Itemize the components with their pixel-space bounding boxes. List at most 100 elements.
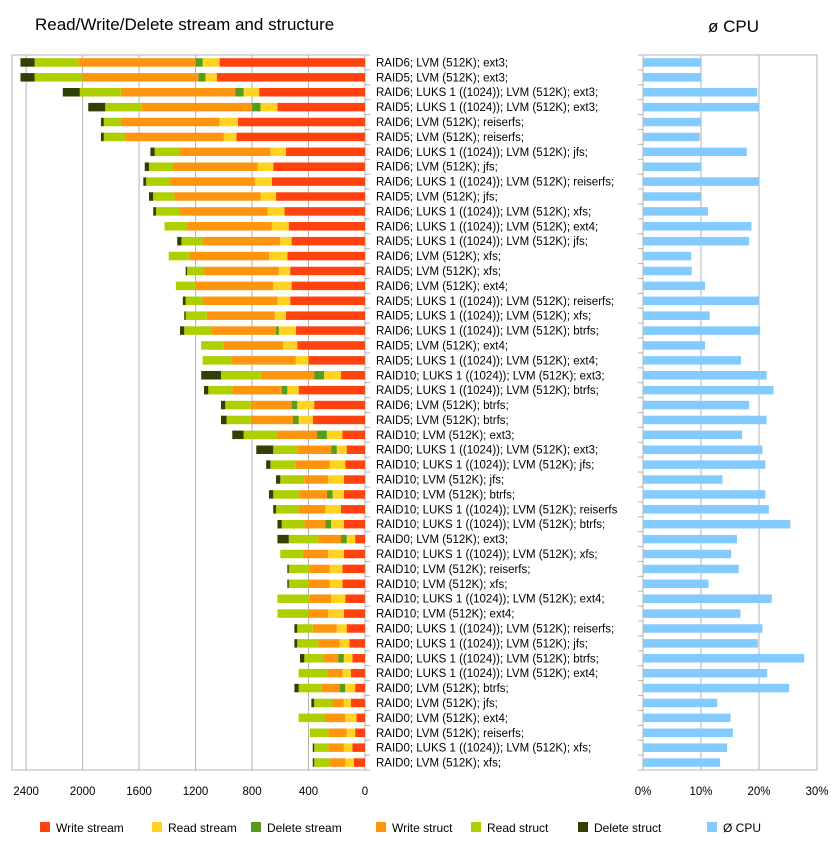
category-label: RAID0; LVM (512K); ext3; bbox=[376, 534, 508, 546]
cpu-bar bbox=[643, 728, 733, 738]
bar-read-struct bbox=[270, 460, 296, 469]
cpu-bar bbox=[643, 177, 759, 186]
bar-write-struct bbox=[318, 534, 341, 544]
bar-write-stream bbox=[291, 236, 365, 246]
bar-read-stream bbox=[274, 311, 286, 320]
bar-read-struct bbox=[280, 475, 305, 484]
bar-write-stream bbox=[343, 519, 365, 529]
category-label: RAID6; LUKS 1 ((1024)); LVM (512K); jfs; bbox=[376, 147, 588, 159]
bar-write-stream bbox=[343, 549, 365, 559]
bar-read-stream bbox=[336, 624, 347, 633]
cpu-bar bbox=[643, 266, 692, 276]
cpu-bar bbox=[643, 296, 759, 306]
bar-read-stream bbox=[260, 102, 278, 112]
right-x-ticks: 0% 10% 20% 30% bbox=[635, 786, 829, 798]
category-label: RAID10; LUKS 1 ((1024)); LVM (512K); ext… bbox=[376, 594, 605, 606]
bar-read-struct bbox=[184, 326, 212, 335]
bar-read-stream bbox=[339, 639, 350, 648]
category-label: RAID6; LUKS 1 ((1024)); LVM (512K); reis… bbox=[376, 177, 614, 189]
bar-read-struct bbox=[281, 519, 305, 529]
cpu-bar bbox=[643, 58, 701, 67]
bar-read-stream bbox=[283, 341, 298, 350]
legend-swatch bbox=[152, 822, 162, 832]
bar-write-struct bbox=[211, 326, 277, 335]
bar-write-stream bbox=[352, 743, 365, 752]
cpu-bar bbox=[643, 311, 710, 320]
bar-read-struct bbox=[175, 281, 196, 291]
bar-write-stream bbox=[290, 296, 365, 306]
bar-write-stream bbox=[308, 356, 365, 365]
bar-read-stream bbox=[278, 326, 296, 335]
category-label: RAID6; LVM (512K); xfs; bbox=[376, 251, 501, 263]
bar-read-struct bbox=[201, 341, 224, 350]
category-label: RAID10; LUKS 1 ((1024)); LVM (512K); jfs… bbox=[376, 460, 594, 472]
bar-read-struct bbox=[226, 415, 251, 425]
bar-read-stream bbox=[346, 728, 356, 738]
legend-label: Read stream bbox=[168, 821, 237, 835]
bar-write-struct bbox=[321, 683, 340, 693]
bar-write-struct bbox=[82, 73, 199, 82]
cpu-bar bbox=[643, 415, 767, 425]
right-x-tick-label: 0% bbox=[635, 786, 652, 798]
category-label: RAID10; LUKS 1 ((1024)); LVM (512K); xfs… bbox=[376, 549, 598, 561]
bar-delete-struct bbox=[88, 102, 106, 112]
left-x-tick-label: 400 bbox=[299, 786, 318, 798]
bar-write-struct bbox=[318, 639, 340, 648]
bar-write-stream bbox=[284, 207, 365, 216]
bar-read-stream bbox=[219, 117, 238, 127]
bar-read-stream bbox=[325, 505, 341, 514]
legend-swatch bbox=[471, 822, 481, 832]
bar-read-stream bbox=[329, 460, 346, 469]
bar-read-struct bbox=[185, 311, 207, 320]
bar-write-stream bbox=[291, 281, 365, 291]
legend-label: Delete stream bbox=[267, 821, 342, 835]
bar-write-stream bbox=[353, 758, 365, 767]
bar-write-stream bbox=[273, 162, 365, 171]
cpu-bar bbox=[643, 162, 701, 171]
bar-read-stream bbox=[345, 758, 354, 767]
category-label: RAID10; LVM (512K); ext4; bbox=[376, 609, 514, 621]
bar-delete-struct bbox=[312, 743, 315, 752]
left-x-tick-label: 2000 bbox=[70, 786, 96, 798]
cpu-bar bbox=[643, 549, 732, 559]
bar-delete-struct bbox=[256, 445, 274, 454]
cpu-bars bbox=[643, 58, 805, 767]
bar-delete-struct bbox=[220, 400, 226, 410]
bar-read-struct bbox=[153, 192, 175, 201]
category-label: RAID10; LVM (512K); reiserfs; bbox=[376, 564, 530, 576]
cpu-bar bbox=[643, 534, 737, 544]
cpu-bar bbox=[643, 207, 708, 216]
cpu-bar bbox=[643, 668, 768, 678]
cpu-bar bbox=[643, 356, 742, 365]
bar-delete-struct bbox=[177, 236, 182, 246]
bar-read-stream bbox=[331, 519, 344, 529]
category-label: RAID10; LVM (512K); jfs; bbox=[376, 475, 504, 487]
bar-delete-stream bbox=[325, 519, 332, 529]
bar-write-struct bbox=[295, 460, 330, 469]
cpu-bar bbox=[643, 73, 701, 82]
bar-write-stream bbox=[343, 490, 365, 499]
left-x-tick-label: 1200 bbox=[183, 786, 209, 798]
bar-delete-struct bbox=[273, 505, 277, 514]
bar-delete-struct bbox=[180, 326, 185, 335]
cpu-bar bbox=[643, 460, 766, 469]
bar-write-stream bbox=[355, 728, 365, 738]
bar-delete-stream bbox=[314, 371, 325, 380]
right-chart-title: ø CPU bbox=[708, 17, 759, 36]
bar-delete-struct bbox=[277, 534, 289, 544]
bar-write-struct bbox=[309, 564, 330, 574]
bar-write-stream bbox=[298, 385, 365, 395]
bar-delete-struct bbox=[153, 207, 157, 216]
bar-read-stream bbox=[297, 400, 315, 410]
bar-delete-stream bbox=[198, 73, 206, 82]
bar-read-stream bbox=[257, 162, 274, 171]
bar-read-struct bbox=[297, 639, 319, 648]
bar-read-stream bbox=[342, 668, 351, 678]
bar-delete-stream bbox=[252, 102, 261, 112]
cpu-bar bbox=[643, 87, 758, 97]
bar-delete-struct bbox=[220, 415, 227, 425]
bar-read-struct bbox=[273, 445, 298, 454]
bar-delete-stream bbox=[331, 445, 337, 454]
bar-write-struct bbox=[328, 743, 344, 752]
cpu-bar bbox=[643, 281, 706, 291]
